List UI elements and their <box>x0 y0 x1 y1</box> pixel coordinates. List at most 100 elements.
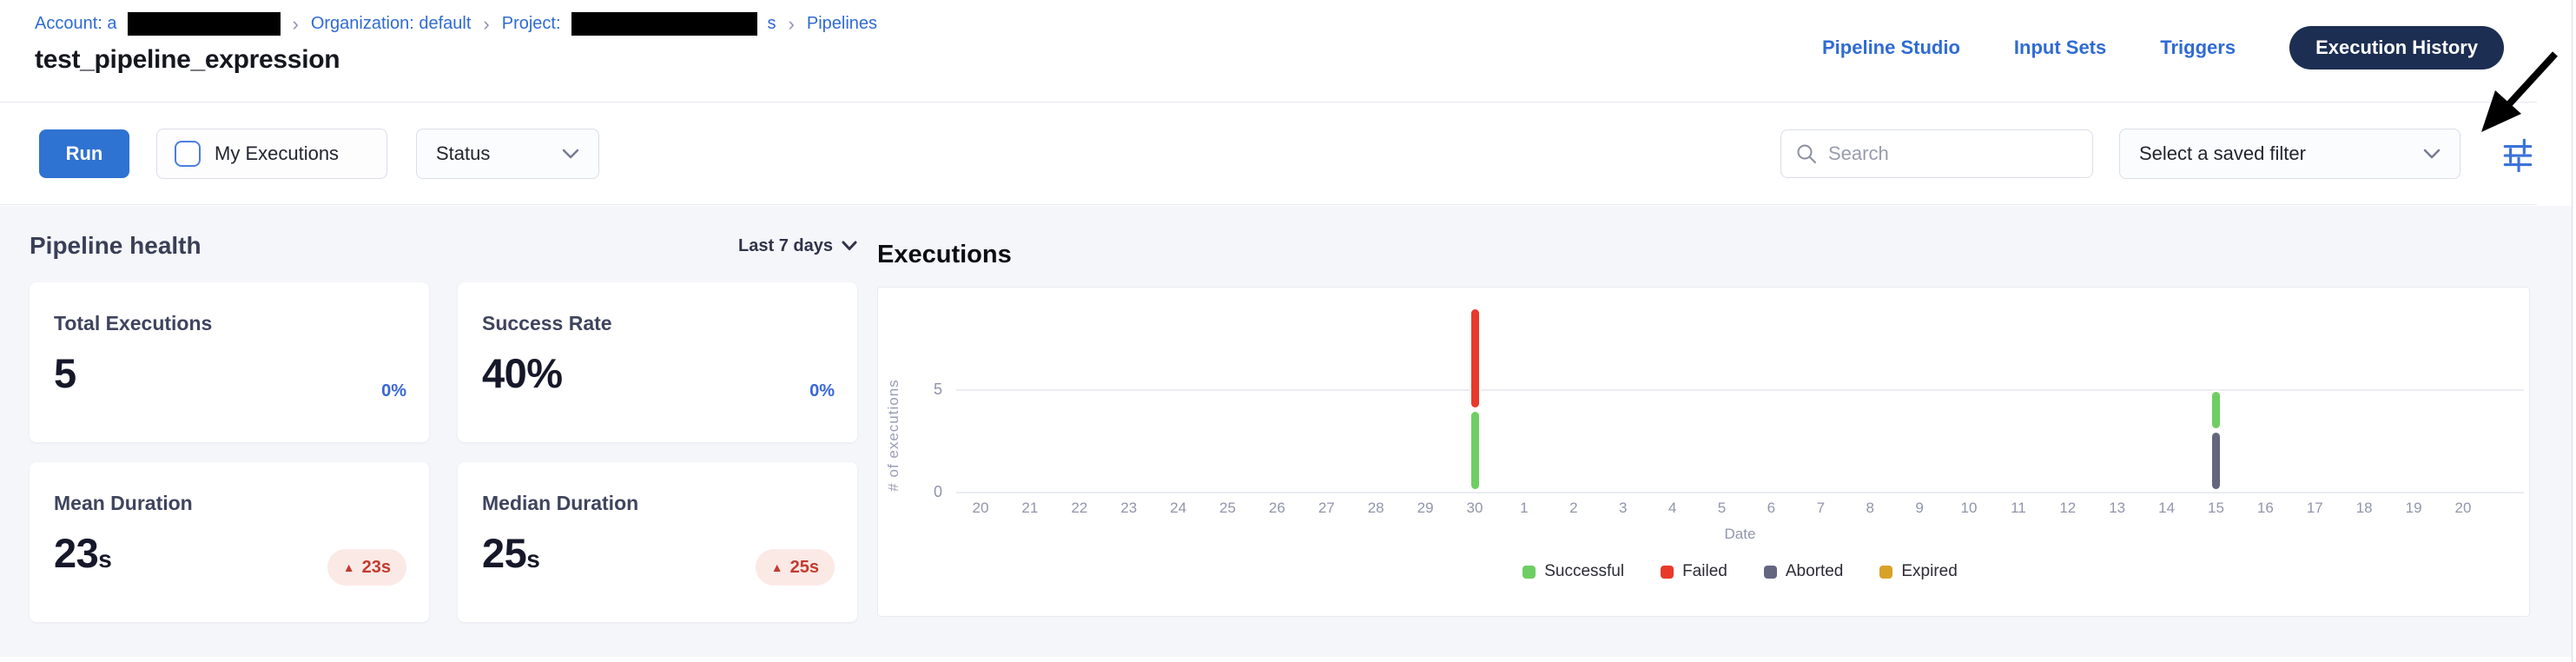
filter-sliders-button[interactable] <box>2499 135 2537 173</box>
tab-input-sets[interactable]: Input Sets <box>2013 36 2107 58</box>
x-tick-label: 27 <box>1318 500 1335 516</box>
x-tick-label: 21 <box>1021 500 1039 516</box>
tab-execution-history-active[interactable]: Execution History <box>2289 26 2505 70</box>
bar-segment-successful[interactable] <box>1470 412 1479 490</box>
x-tick-label: 11 <box>2011 500 2026 516</box>
time-range-selector[interactable]: Last 7 days <box>738 236 857 256</box>
x-tick-label: 22 <box>1071 500 1088 516</box>
sliders-icon <box>2503 138 2533 172</box>
x-tick-label: 29 <box>1417 500 1434 516</box>
card-value: 40% <box>482 350 563 396</box>
saved-filter-label: Select a saved filter <box>2139 142 2306 164</box>
card-mean-duration: Mean Duration 23s ▲ 23s <box>30 462 429 622</box>
bar-segment-successful[interactable] <box>2212 391 2220 428</box>
x-tick-label: 1 <box>1520 500 1529 516</box>
legend-item-aborted[interactable]: Aborted <box>1763 562 1844 581</box>
header: Account: a › Organization: default › Pro… <box>0 0 2576 102</box>
executions-toolbar: Run My Executions Status Select a saved … <box>0 102 2537 205</box>
x-tick-label: 30 <box>1466 500 1483 516</box>
legend-swatch-icon <box>1661 565 1674 579</box>
my-executions-checkbox[interactable] <box>175 140 201 167</box>
breadcrumb-account[interactable]: Account: a <box>35 14 117 33</box>
y-tick-label: 5 <box>933 381 942 398</box>
legend-label: Expired <box>1901 562 1958 580</box>
card-label: Total Executions <box>54 312 213 334</box>
my-executions-toggle[interactable]: My Executions <box>156 128 387 179</box>
legend-item-failed[interactable]: Failed <box>1661 562 1727 581</box>
chart-x-axis-title: Date <box>1724 526 1756 542</box>
card-success-rate: Success Rate 40% 0% <box>458 282 857 442</box>
pipeline-health-title: Pipeline health <box>30 232 201 259</box>
breadcrumb-project-suffix: s <box>767 14 776 33</box>
search-box[interactable] <box>1780 129 2093 178</box>
legend-swatch-icon <box>1763 565 1777 579</box>
y-tick-label: 0 <box>933 483 942 500</box>
card-value: 5 <box>54 350 76 396</box>
chevron-down-icon <box>562 149 579 158</box>
x-tick-label: 7 <box>1816 500 1826 516</box>
bar-segment-aborted[interactable] <box>2212 432 2220 490</box>
saved-filter-dropdown[interactable]: Select a saved filter <box>2119 128 2460 179</box>
time-range-label: Last 7 days <box>738 235 833 255</box>
x-tick-label: 8 <box>1866 500 1874 516</box>
trend-up-icon: ▲ <box>770 560 783 574</box>
card-delta-badge: ▲ 25s <box>755 549 835 586</box>
x-tick-label: 15 <box>2208 500 2224 516</box>
x-tick-label: 4 <box>1668 500 1677 516</box>
breadcrumb-separator: › <box>483 12 490 35</box>
x-tick-label: 20 <box>972 500 989 516</box>
legend-item-expired[interactable]: Expired <box>1879 562 1958 581</box>
redacted-account-name <box>127 12 281 36</box>
x-tick-label: 24 <box>1170 500 1187 516</box>
x-tick-label: 26 <box>1268 500 1285 516</box>
x-tick-label: 19 <box>2405 500 2422 516</box>
card-label: Success Rate <box>482 312 612 334</box>
x-tick-label: 17 <box>2306 500 2323 516</box>
gridline-0 <box>956 492 2524 493</box>
tab-pipeline-studio[interactable]: Pipeline Studio <box>1822 36 1960 58</box>
breadcrumb-project[interactable]: Project: <box>501 14 561 33</box>
legend-swatch-icon <box>1522 565 1536 579</box>
breadcrumb-organization[interactable]: Organization: default <box>310 14 472 33</box>
x-tick-label: 28 <box>1367 500 1384 516</box>
gridline-5 <box>956 389 2524 391</box>
x-tick-label: 5 <box>1717 500 1727 516</box>
chart-legend: Successful Failed Aborted Expired <box>956 562 2524 581</box>
x-tick-label: 23 <box>1120 500 1138 516</box>
pipeline-nav-tabs: Pipeline Studio Input Sets Triggers Exec… <box>1822 26 2510 70</box>
card-delta-badge: ▲ 23s <box>327 549 406 586</box>
x-tick-label: 2 <box>1569 500 1578 516</box>
x-tick-label: 6 <box>1767 500 1776 516</box>
chevron-down-icon <box>842 241 857 250</box>
card-value: 25s <box>482 530 540 576</box>
tab-triggers[interactable]: Triggers <box>2160 36 2236 58</box>
x-tick-label: 10 <box>1960 500 1978 516</box>
x-tick-label: 14 <box>2158 500 2176 516</box>
x-tick-label: 3 <box>1618 500 1628 516</box>
executions-section-title: Executions <box>877 241 1012 268</box>
breadcrumb-separator: › <box>292 12 299 35</box>
run-button[interactable]: Run <box>39 129 129 178</box>
x-tick-label: 12 <box>2059 500 2077 516</box>
status-filter-dropdown[interactable]: Status <box>416 128 599 179</box>
x-tick-label: 25 <box>1219 500 1236 516</box>
breadcrumb-pipelines[interactable]: Pipelines <box>806 14 878 33</box>
search-icon <box>1797 144 1816 163</box>
breadcrumb: Account: a › Organization: default › Pro… <box>35 12 877 36</box>
executions-chart-card: # of executions Date Successful Failed Abo… <box>877 287 2530 617</box>
my-executions-label: My Executions <box>215 142 340 164</box>
card-delta: 0% <box>381 381 406 401</box>
card-label: Mean Duration <box>54 492 193 514</box>
legend-label: Aborted <box>1785 562 1844 580</box>
bar-segment-failed[interactable] <box>1470 309 1479 408</box>
scrollbar-track[interactable] <box>2572 0 2576 662</box>
breadcrumb-separator: › <box>788 12 795 35</box>
redacted-project-name <box>571 12 757 36</box>
card-delta: 0% <box>809 381 835 401</box>
search-input[interactable] <box>1828 142 2078 165</box>
card-total-executions: Total Executions 5 0% <box>30 282 429 442</box>
x-tick-label: 13 <box>2109 500 2126 516</box>
legend-item-successful[interactable]: Successful <box>1522 562 1624 581</box>
chevron-down-icon <box>2423 149 2441 158</box>
card-label: Median Duration <box>482 492 639 514</box>
